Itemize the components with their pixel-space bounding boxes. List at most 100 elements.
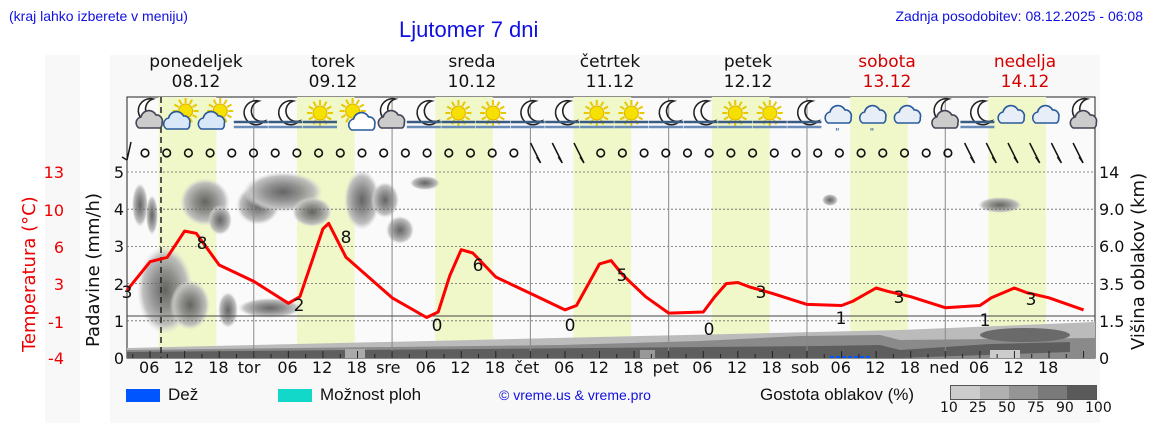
calm-wind-icon [162, 148, 172, 158]
day-label-1: torek 09.12 [273, 52, 393, 92]
calm-wind-icon [205, 148, 215, 158]
day-name: torek [311, 52, 355, 72]
calm-wind-icon [834, 148, 845, 158]
page-title: Ljutomer 7 dni [399, 17, 539, 42]
temp-label: 5 [617, 266, 628, 286]
calm-wind-icon [596, 148, 606, 158]
calm-wind-icon [487, 148, 497, 158]
temp-label: 8 [341, 228, 352, 248]
calm-wind-icon [791, 148, 801, 158]
density-tick: 90 [1056, 400, 1074, 416]
temp-label: 3 [1026, 290, 1037, 310]
svg-text:": " [835, 127, 840, 138]
cloud-height-tick: 1.5 [1099, 311, 1125, 331]
day-name: četrtek [579, 52, 641, 72]
calm-wind-icon [813, 148, 823, 158]
calm-wind-icon [140, 148, 150, 158]
calm-wind-icon [899, 148, 910, 158]
low-cloud-band [127, 322, 1095, 358]
x-tick: ned [929, 358, 960, 377]
calm-wind-icon [726, 148, 736, 158]
x-tick: 12 [450, 358, 471, 377]
temp-label: 3 [756, 283, 767, 303]
showers-legend-swatch [278, 389, 312, 402]
x-tick: 18 [346, 358, 367, 377]
day-name: petek [723, 52, 773, 72]
temp-label: 6 [473, 256, 484, 276]
day-date: 10.12 [447, 72, 497, 92]
wind-barb-icon [573, 142, 585, 164]
temp-label: 3 [894, 288, 905, 308]
day-label-0: ponedeljek 08.12 [136, 52, 256, 92]
temp-tick: 13 [43, 163, 64, 182]
x-tick: 06 [692, 358, 713, 377]
calm-wind-icon [422, 148, 432, 158]
rain-legend-swatch [126, 389, 160, 402]
temp-label: 8 [197, 234, 208, 254]
day-label-4: petek 12.12 [688, 52, 808, 92]
x-tick: 12 [1003, 358, 1024, 377]
last-update: Zadnja posodobitev: 08.12.2025 - 06:08 [895, 8, 1143, 24]
calm-wind-icon [682, 148, 693, 158]
calm-wind-icon [379, 148, 389, 158]
calm-wind-icon [227, 148, 237, 158]
temp-label: 0 [704, 320, 715, 340]
density-swatch [1009, 386, 1038, 399]
day-name: sreda [448, 52, 496, 72]
temp-label: 1 [980, 311, 991, 331]
calm-wind-icon [357, 148, 367, 158]
x-tick: 18 [208, 358, 229, 377]
x-tick: 06 [139, 358, 160, 377]
calm-wind-icon [183, 148, 193, 158]
calm-wind-icon [314, 148, 324, 158]
day-date: 12.12 [723, 72, 773, 92]
day-label-2: sreda 10.12 [412, 52, 532, 92]
x-tick: 12 [173, 358, 194, 377]
precip-tick: 3 [113, 237, 124, 257]
precip-tick: 2 [113, 274, 124, 294]
day-date: 09.12 [308, 72, 358, 92]
day-date: 11.12 [585, 72, 635, 92]
cloud-height-tick: 0 [1099, 349, 1110, 368]
calm-wind-icon [921, 148, 931, 158]
x-tick: 18 [1038, 358, 1059, 377]
calm-wind-icon [856, 148, 866, 158]
x-tick: sre [376, 358, 401, 377]
wind-barb-icon [1072, 142, 1084, 164]
temp-label: 0 [565, 316, 576, 336]
x-tick: 06 [277, 358, 298, 377]
temp-label: 2 [294, 296, 305, 316]
day-date: 08.12 [171, 72, 221, 92]
x-tick: sob [790, 358, 820, 377]
copyright-link[interactable]: © vreme.us & vreme.pro [499, 387, 651, 403]
x-tick: 06 [830, 358, 851, 377]
wind-barb-icon [1050, 142, 1063, 164]
temp-axis-panel [45, 55, 80, 423]
x-tick: 18 [899, 358, 921, 377]
density-swatch [951, 386, 980, 399]
precip-tick: 4 [113, 200, 124, 220]
wind-barb-icon [1007, 142, 1019, 164]
calm-wind-icon [270, 148, 280, 158]
temp-tick: 10 [43, 201, 64, 220]
calm-wind-icon [509, 148, 519, 158]
temp-label: 0 [432, 316, 443, 336]
calm-wind-icon [704, 148, 714, 158]
calm-wind-icon [617, 148, 628, 158]
calm-wind-icon [444, 148, 454, 158]
wind-barb-icon [1029, 142, 1041, 164]
x-tick: pet [652, 358, 679, 377]
temp-tick: -4 [48, 349, 64, 368]
day-name: sobota [858, 52, 916, 72]
temp-label: 3 [122, 283, 133, 303]
calm-wind-icon [465, 148, 476, 158]
wind-barb-icon [963, 142, 976, 164]
x-tick: 18 [761, 358, 782, 377]
temp-tick: 6 [53, 238, 64, 257]
day-name: ponedeljek [149, 52, 243, 72]
density-swatch [1038, 386, 1067, 399]
calm-wind-icon [292, 148, 302, 158]
density-tick: 100 [1085, 400, 1112, 416]
density-swatch [980, 386, 1009, 399]
